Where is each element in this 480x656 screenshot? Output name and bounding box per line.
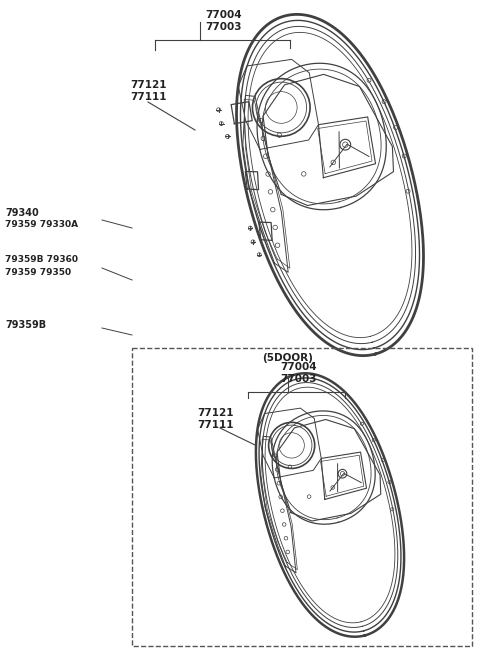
Text: 79359 79330A: 79359 79330A <box>5 220 78 229</box>
Text: 79359 79350: 79359 79350 <box>5 268 71 277</box>
Text: 77004
77003: 77004 77003 <box>205 10 241 31</box>
Text: 77121
77111: 77121 77111 <box>130 80 167 102</box>
Text: 77004
77003: 77004 77003 <box>280 362 317 384</box>
Text: (5DOOR): (5DOOR) <box>262 353 313 363</box>
Text: 79340: 79340 <box>5 208 39 218</box>
Text: 79359B 79360: 79359B 79360 <box>5 255 78 264</box>
Text: 77121
77111: 77121 77111 <box>197 408 233 430</box>
Text: 79359B: 79359B <box>5 320 46 330</box>
